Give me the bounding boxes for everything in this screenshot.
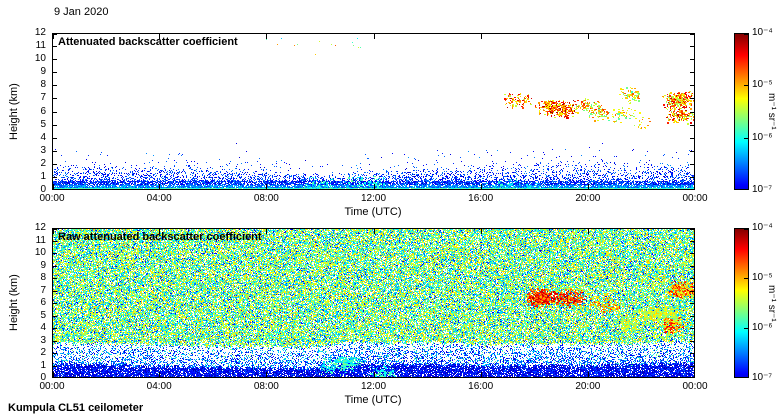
colorbar-tick-label: 10⁻⁶	[752, 131, 773, 143]
x-tick-label: 08:00	[253, 193, 279, 204]
y-tick-label: 2	[40, 157, 46, 169]
y-tick-label: 11	[35, 234, 46, 246]
colorbar-tick-label: 10⁻⁷	[752, 184, 773, 195]
y-tick-label: 10	[34, 247, 46, 258]
colorbar2-unit-label: m⁻¹ sr⁻¹	[766, 284, 777, 322]
colorbar-tick-label: 10⁻⁵	[752, 79, 773, 91]
y-tick-label: 2	[40, 347, 46, 358]
y-tick-label: 8	[40, 272, 46, 283]
y-tick-label: 12	[34, 27, 46, 38]
x-tick-label: 08:00	[253, 381, 279, 392]
y-tick-label: 1	[40, 170, 46, 182]
colorbar-tick-label: 10⁻⁴	[752, 27, 773, 38]
colorbar-tick-label: 10⁻⁷	[752, 372, 773, 383]
y-tick-label: 7	[40, 284, 46, 296]
y-tick-label: 12	[34, 222, 46, 233]
x-tick-label: 12:00	[360, 381, 387, 392]
colorbar1-unit-label: m⁻¹ sr⁻¹	[766, 93, 777, 130]
panel1-y-axis-label: Height (km)	[8, 83, 20, 140]
x-tick-label: 20:00	[575, 193, 601, 204]
x-tick-label: 12:00	[360, 193, 387, 204]
panel1-x-axis-label: Time (UTC)	[344, 206, 402, 218]
x-tick-label: 20:00	[575, 381, 601, 392]
x-tick-label: 16:00	[468, 381, 494, 392]
y-tick-label: 6	[40, 105, 46, 117]
attenuated-backscatter-heatmap	[52, 33, 695, 190]
x-tick-label: 00:00	[682, 381, 708, 392]
panel2-x-axis-label: Time (UTC)	[344, 394, 402, 406]
y-tick-label: 3	[40, 144, 46, 156]
x-tick-label: 00:00	[682, 193, 708, 204]
y-tick-label: 5	[40, 309, 46, 321]
station-label: Kumpula CL51 ceilometer	[8, 402, 144, 414]
y-tick-label: 0	[40, 372, 46, 383]
y-tick-label: 9	[40, 259, 46, 271]
date-label: 9 Jan 2020	[54, 6, 109, 18]
y-tick-label: 10	[34, 53, 46, 65]
panel2-y-axis-label: Height (km)	[8, 274, 20, 332]
colorbar-tick-label: 10⁻⁶	[752, 322, 773, 333]
y-tick-label: 0	[40, 184, 46, 195]
y-tick-label: 6	[40, 297, 46, 308]
colorbar-1	[734, 33, 749, 190]
x-tick-label: 04:00	[146, 381, 172, 392]
y-tick-label: 4	[40, 322, 46, 333]
y-tick-label: 1	[40, 359, 46, 371]
colorbar-tick-label: 10⁻⁴	[752, 222, 773, 233]
x-tick-label: 04:00	[146, 193, 172, 204]
colorbar-2	[734, 228, 749, 378]
x-tick-label: 00:00	[39, 193, 65, 204]
y-tick-label: 9	[40, 66, 46, 78]
y-tick-label: 3	[40, 334, 46, 346]
panel2-title: Raw attenuated backscatter coefficient	[58, 231, 262, 243]
y-tick-label: 11	[35, 40, 46, 52]
x-tick-label: 00:00	[39, 381, 65, 392]
colorbar-tick-label: 10⁻⁵	[752, 272, 773, 283]
y-tick-label: 8	[40, 79, 46, 91]
y-tick-label: 4	[40, 131, 46, 143]
y-tick-label: 7	[40, 92, 46, 104]
y-tick-label: 5	[40, 118, 46, 130]
raw-attenuated-backscatter-heatmap	[52, 228, 695, 378]
panel1-title: Attenuated backscatter coefficient	[58, 36, 238, 48]
x-tick-label: 16:00	[468, 193, 494, 204]
